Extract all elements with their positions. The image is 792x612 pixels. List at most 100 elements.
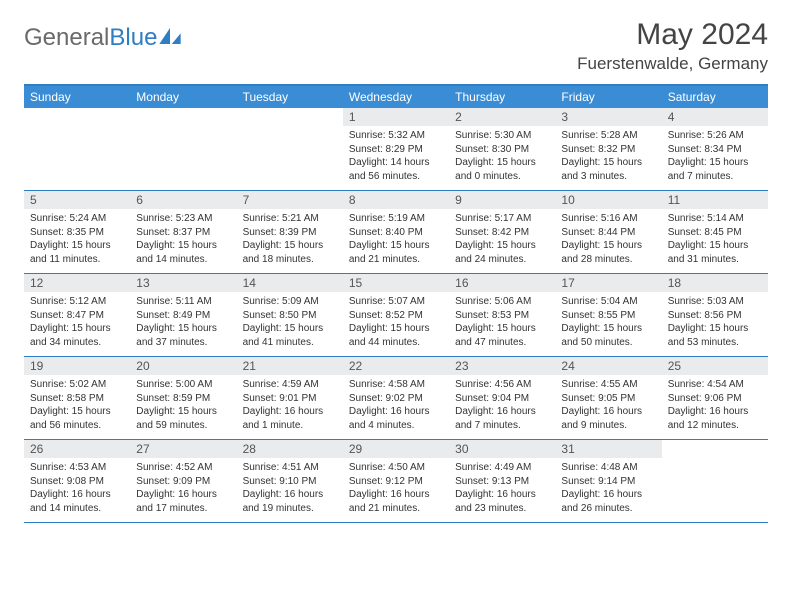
day-number: 6 (130, 191, 236, 209)
day-number: 29 (343, 440, 449, 458)
sunset-text: Sunset: 8:59 PM (136, 392, 230, 406)
day-cell: 12Sunrise: 5:12 AMSunset: 8:47 PMDayligh… (24, 274, 130, 356)
week-row: 5Sunrise: 5:24 AMSunset: 8:35 PMDaylight… (24, 191, 768, 274)
daylight-text: Daylight: 15 hours and 44 minutes. (349, 322, 443, 349)
sunrise-text: Sunrise: 5:14 AM (668, 212, 762, 226)
day-cell: 21Sunrise: 4:59 AMSunset: 9:01 PMDayligh… (237, 357, 343, 439)
sunrise-text: Sunrise: 5:26 AM (668, 129, 762, 143)
daylight-text: Daylight: 15 hours and 14 minutes. (136, 239, 230, 266)
sunset-text: Sunset: 8:40 PM (349, 226, 443, 240)
sunrise-text: Sunrise: 5:24 AM (30, 212, 124, 226)
day-info: Sunrise: 5:32 AMSunset: 8:29 PMDaylight:… (343, 126, 449, 187)
daylight-text: Daylight: 15 hours and 18 minutes. (243, 239, 337, 266)
sunset-text: Sunset: 8:39 PM (243, 226, 337, 240)
daylight-text: Daylight: 15 hours and 41 minutes. (243, 322, 337, 349)
daylight-text: Daylight: 16 hours and 17 minutes. (136, 488, 230, 515)
sunset-text: Sunset: 9:10 PM (243, 475, 337, 489)
day-info: Sunrise: 4:49 AMSunset: 9:13 PMDaylight:… (449, 458, 555, 519)
day-info: Sunrise: 4:59 AMSunset: 9:01 PMDaylight:… (237, 375, 343, 436)
day-number: 12 (24, 274, 130, 292)
day-number: 5 (24, 191, 130, 209)
day-info: Sunrise: 5:26 AMSunset: 8:34 PMDaylight:… (662, 126, 768, 187)
day-number: 25 (662, 357, 768, 375)
dow-label: Sunday (24, 86, 130, 108)
day-cell (237, 108, 343, 190)
sunrise-text: Sunrise: 4:56 AM (455, 378, 549, 392)
day-number: 14 (237, 274, 343, 292)
daylight-text: Daylight: 16 hours and 14 minutes. (30, 488, 124, 515)
dow-label: Monday (130, 86, 236, 108)
day-info: Sunrise: 5:24 AMSunset: 8:35 PMDaylight:… (24, 209, 130, 270)
sunrise-text: Sunrise: 4:50 AM (349, 461, 443, 475)
day-cell: 24Sunrise: 4:55 AMSunset: 9:05 PMDayligh… (555, 357, 661, 439)
sunset-text: Sunset: 8:45 PM (668, 226, 762, 240)
logo-text-gray: General (24, 24, 109, 52)
day-number: 26 (24, 440, 130, 458)
day-cell: 8Sunrise: 5:19 AMSunset: 8:40 PMDaylight… (343, 191, 449, 273)
sunset-text: Sunset: 8:55 PM (561, 309, 655, 323)
day-cell: 19Sunrise: 5:02 AMSunset: 8:58 PMDayligh… (24, 357, 130, 439)
day-info: Sunrise: 4:56 AMSunset: 9:04 PMDaylight:… (449, 375, 555, 436)
daylight-text: Daylight: 15 hours and 47 minutes. (455, 322, 549, 349)
day-number: 30 (449, 440, 555, 458)
sunrise-text: Sunrise: 5:04 AM (561, 295, 655, 309)
sunset-text: Sunset: 8:58 PM (30, 392, 124, 406)
day-number: 19 (24, 357, 130, 375)
day-number: 17 (555, 274, 661, 292)
day-cell: 17Sunrise: 5:04 AMSunset: 8:55 PMDayligh… (555, 274, 661, 356)
daylight-text: Daylight: 15 hours and 56 minutes. (30, 405, 124, 432)
title-block: May 2024 Fuerstenwalde, Germany (577, 18, 768, 74)
day-info: Sunrise: 5:21 AMSunset: 8:39 PMDaylight:… (237, 209, 343, 270)
sunset-text: Sunset: 9:06 PM (668, 392, 762, 406)
day-info: Sunrise: 5:30 AMSunset: 8:30 PMDaylight:… (449, 126, 555, 187)
day-info: Sunrise: 4:54 AMSunset: 9:06 PMDaylight:… (662, 375, 768, 436)
day-cell: 30Sunrise: 4:49 AMSunset: 9:13 PMDayligh… (449, 440, 555, 522)
daylight-text: Daylight: 14 hours and 56 minutes. (349, 156, 443, 183)
day-cell: 15Sunrise: 5:07 AMSunset: 8:52 PMDayligh… (343, 274, 449, 356)
day-info: Sunrise: 5:02 AMSunset: 8:58 PMDaylight:… (24, 375, 130, 436)
day-number: 18 (662, 274, 768, 292)
daylight-text: Daylight: 15 hours and 59 minutes. (136, 405, 230, 432)
day-cell (24, 108, 130, 190)
week-row: 1Sunrise: 5:32 AMSunset: 8:29 PMDaylight… (24, 108, 768, 191)
day-cell: 28Sunrise: 4:51 AMSunset: 9:10 PMDayligh… (237, 440, 343, 522)
day-cell (662, 440, 768, 522)
sunrise-text: Sunrise: 5:07 AM (349, 295, 443, 309)
daylight-text: Daylight: 15 hours and 21 minutes. (349, 239, 443, 266)
day-number: 2 (449, 108, 555, 126)
sunset-text: Sunset: 9:01 PM (243, 392, 337, 406)
day-number: 11 (662, 191, 768, 209)
sunset-text: Sunset: 8:32 PM (561, 143, 655, 157)
sunrise-text: Sunrise: 5:30 AM (455, 129, 549, 143)
daylight-text: Daylight: 15 hours and 50 minutes. (561, 322, 655, 349)
day-cell: 6Sunrise: 5:23 AMSunset: 8:37 PMDaylight… (130, 191, 236, 273)
day-number: 24 (555, 357, 661, 375)
sunrise-text: Sunrise: 5:09 AM (243, 295, 337, 309)
day-info: Sunrise: 5:23 AMSunset: 8:37 PMDaylight:… (130, 209, 236, 270)
sunrise-text: Sunrise: 4:58 AM (349, 378, 443, 392)
day-cell: 25Sunrise: 4:54 AMSunset: 9:06 PMDayligh… (662, 357, 768, 439)
day-cell (130, 108, 236, 190)
day-cell: 26Sunrise: 4:53 AMSunset: 9:08 PMDayligh… (24, 440, 130, 522)
sunrise-text: Sunrise: 5:17 AM (455, 212, 549, 226)
header: GeneralBlue May 2024 Fuerstenwalde, Germ… (24, 18, 768, 74)
sunset-text: Sunset: 8:49 PM (136, 309, 230, 323)
day-cell: 9Sunrise: 5:17 AMSunset: 8:42 PMDaylight… (449, 191, 555, 273)
dow-row: SundayMondayTuesdayWednesdayThursdayFrid… (24, 86, 768, 108)
dow-label: Thursday (449, 86, 555, 108)
daylight-text: Daylight: 15 hours and 24 minutes. (455, 239, 549, 266)
week-row: 12Sunrise: 5:12 AMSunset: 8:47 PMDayligh… (24, 274, 768, 357)
sunset-text: Sunset: 8:53 PM (455, 309, 549, 323)
day-number: 7 (237, 191, 343, 209)
day-number: 9 (449, 191, 555, 209)
day-cell: 13Sunrise: 5:11 AMSunset: 8:49 PMDayligh… (130, 274, 236, 356)
day-cell: 3Sunrise: 5:28 AMSunset: 8:32 PMDaylight… (555, 108, 661, 190)
day-number: 10 (555, 191, 661, 209)
day-cell: 1Sunrise: 5:32 AMSunset: 8:29 PMDaylight… (343, 108, 449, 190)
day-cell: 11Sunrise: 5:14 AMSunset: 8:45 PMDayligh… (662, 191, 768, 273)
day-info: Sunrise: 5:07 AMSunset: 8:52 PMDaylight:… (343, 292, 449, 353)
daylight-text: Daylight: 16 hours and 19 minutes. (243, 488, 337, 515)
sunset-text: Sunset: 8:50 PM (243, 309, 337, 323)
dow-label: Saturday (662, 86, 768, 108)
day-info: Sunrise: 5:04 AMSunset: 8:55 PMDaylight:… (555, 292, 661, 353)
